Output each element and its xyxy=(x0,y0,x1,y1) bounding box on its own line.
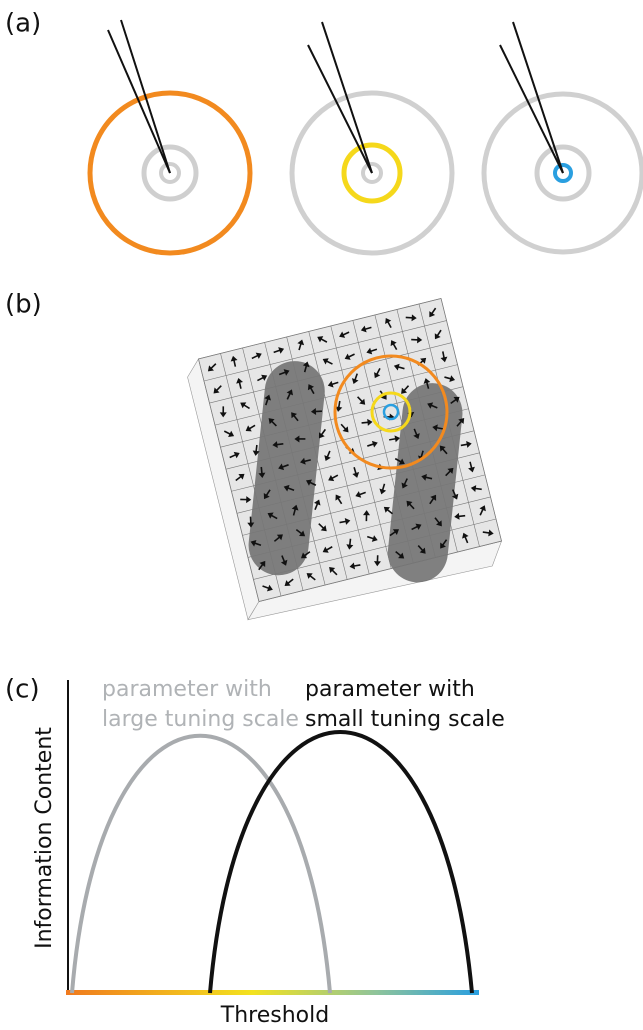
page: {"panels": { "a": {"label": "(a)"}, "b":… xyxy=(0,0,643,1030)
recording-site xyxy=(484,22,642,252)
x-axis-title: Threshold xyxy=(220,1003,329,1028)
legend-text: small tuning scale xyxy=(305,707,505,732)
panel-label: (b) xyxy=(5,290,42,320)
figure: (a) (b) (c) parameter with large tuning xyxy=(0,0,643,1030)
legend-text: parameter with xyxy=(305,677,475,702)
legend-text: large tuning scale xyxy=(102,707,299,732)
large-scale-curve xyxy=(72,736,330,993)
legend-text: parameter with xyxy=(102,677,272,702)
panel-label: (c) xyxy=(5,675,40,705)
panel-label: (a) xyxy=(5,9,41,39)
recording-site xyxy=(90,20,250,253)
recording-site xyxy=(292,22,452,253)
y-axis-title: Information Content xyxy=(32,727,57,949)
x-axis xyxy=(66,990,479,995)
small-scale-curve xyxy=(210,732,472,993)
orientation-map xyxy=(184,298,511,634)
